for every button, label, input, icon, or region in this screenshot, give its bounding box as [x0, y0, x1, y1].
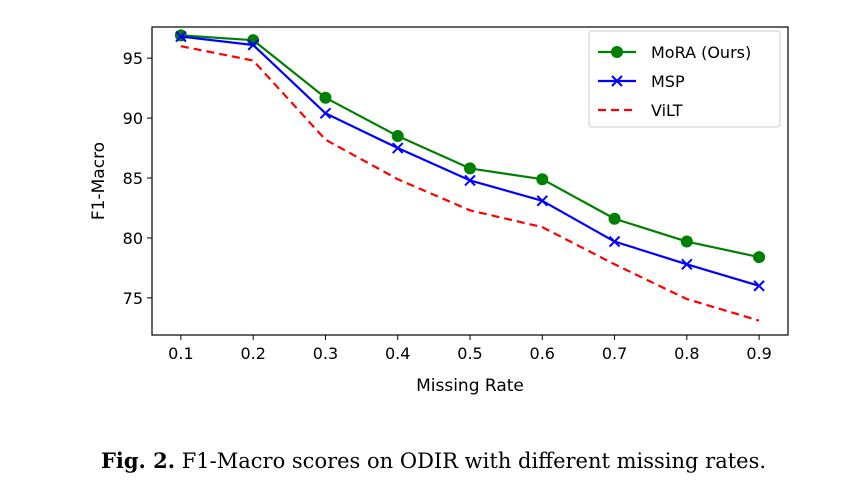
x-marker-stroke: [319, 107, 332, 119]
data-point-msp: [247, 39, 259, 51]
data-point-msp: [681, 258, 693, 270]
data-point-msp: [464, 174, 476, 187]
x-axis-label: Missing Rate: [416, 376, 524, 396]
y-tick-label: 80: [123, 229, 143, 248]
x-tick-label: 0.5: [457, 344, 482, 363]
series-layer: [174, 29, 766, 322]
x-marker-stroke: [536, 195, 548, 207]
data-point-mora-ours: [536, 173, 549, 186]
data-point-mora-ours: [464, 162, 476, 175]
legend-label-mora-ours: MoRA (Ours): [651, 43, 751, 62]
data-point-mora-ours: [391, 130, 404, 143]
caption-label: Fig. 2.: [100, 448, 176, 473]
x-tick-label: 0.4: [385, 344, 410, 363]
x-axis: 0.1 0.2 0.3 0.4 0.5 0.6 0.7 0.8 0.9: [168, 335, 772, 363]
x-marker-stroke: [392, 142, 404, 154]
legend-marker-mora-ours: [611, 46, 623, 58]
x-tick-label: 0.7: [602, 344, 627, 363]
y-tick-label: 90: [123, 109, 143, 128]
x-marker-stroke: [608, 235, 621, 248]
x-marker-stroke: [175, 30, 187, 43]
x-tick-label: 0.8: [674, 344, 699, 363]
x-marker-stroke: [753, 280, 765, 292]
x-tick-label: 0.9: [746, 344, 771, 363]
line-chart: 0.1 0.2 0.3 0.4 0.5 0.6 0.7 0.8 0.9 75 80 85 90 95 M…: [89, 26, 789, 396]
y-tick-label: 95: [123, 49, 143, 68]
x-marker-stroke: [247, 39, 259, 51]
figure-caption: Fig. 2. F1-Macro scores on ODIR with dif…: [0, 448, 867, 473]
data-point-msp: [175, 30, 187, 43]
legend-label-msp: MSP: [651, 72, 685, 91]
y-axis: 75 80 85 90 95: [123, 49, 152, 308]
y-axis-label: F1-Macro: [89, 142, 109, 220]
x-tick-label: 0.3: [313, 344, 338, 363]
x-marker-stroke: [611, 75, 623, 87]
data-point-msp: [319, 107, 332, 119]
x-marker-stroke: [464, 174, 476, 187]
data-point-msp: [608, 235, 621, 248]
data-point-msp: [536, 195, 548, 207]
data-point-msp: [753, 280, 765, 292]
data-point-mora-ours: [319, 91, 332, 104]
legend: MoRA (Ours) MSP ViLT: [588, 30, 781, 128]
data-point-mora-ours: [608, 212, 621, 225]
x-marker-stroke: [681, 258, 693, 270]
legend-box: [588, 30, 781, 128]
data-point-mora-ours: [753, 251, 766, 264]
legend-marker-msp: [611, 75, 623, 87]
y-tick-label: 85: [123, 169, 143, 188]
caption-text: F1-Macro scores on ODIR with different m…: [175, 449, 767, 473]
x-tick-label: 0.1: [168, 344, 193, 363]
data-point-msp: [392, 142, 404, 154]
legend-label-vilt: ViLT: [651, 101, 683, 120]
y-tick-label: 75: [123, 289, 143, 308]
data-point-mora-ours: [680, 235, 693, 248]
x-tick-label: 0.6: [530, 344, 555, 363]
x-tick-label: 0.2: [240, 344, 265, 363]
series-line-vilt: [180, 45, 760, 322]
